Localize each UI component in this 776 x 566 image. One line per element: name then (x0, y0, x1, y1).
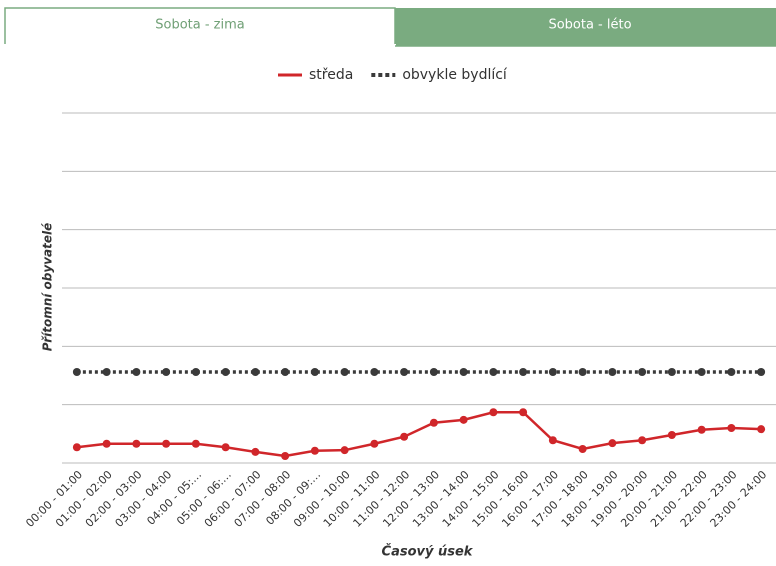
point (191, 439, 200, 448)
point (72, 443, 81, 452)
point (727, 424, 736, 432)
point (548, 436, 557, 445)
point (191, 368, 200, 376)
point (608, 439, 617, 448)
point (102, 439, 111, 448)
point (132, 368, 141, 376)
point (281, 368, 290, 376)
tab-active-gap (4, 44, 396, 47)
point (578, 445, 587, 453)
point (727, 368, 736, 376)
point (162, 368, 171, 376)
point (638, 436, 647, 445)
point (370, 368, 379, 376)
point (548, 368, 557, 376)
point (638, 368, 647, 376)
tab-active[interactable] (4, 7, 396, 47)
point (72, 368, 81, 376)
point (251, 447, 260, 456)
point (697, 368, 706, 376)
point (370, 439, 379, 448)
legend-label: středa (309, 67, 353, 83)
point (459, 415, 468, 424)
point (667, 368, 676, 376)
point (221, 443, 230, 452)
y-axis-label: Přítomní obyvatelé (41, 223, 55, 351)
point (310, 446, 319, 455)
point (489, 408, 498, 417)
point (519, 368, 528, 376)
point (608, 368, 617, 376)
tab-label[interactable]: Sobota - léto (548, 18, 631, 33)
point (221, 368, 230, 376)
point (429, 368, 438, 376)
point (340, 446, 349, 455)
point (757, 368, 766, 376)
point (578, 368, 587, 376)
point (400, 432, 409, 441)
point (102, 368, 111, 376)
point (519, 408, 528, 417)
point (340, 368, 349, 376)
series-line (76, 411, 762, 458)
tab-inactive[interactable] (395, 8, 776, 46)
point (459, 368, 468, 376)
point (281, 452, 290, 460)
x-axis-label: Časový úsek (382, 544, 474, 560)
point (400, 368, 409, 376)
point (132, 439, 141, 448)
point (251, 368, 260, 376)
point (667, 431, 676, 439)
point (162, 439, 171, 448)
point (310, 368, 319, 376)
point (697, 425, 706, 434)
point (489, 368, 498, 376)
tab-label[interactable]: Sobota - zima (155, 18, 245, 33)
point (429, 418, 438, 427)
point (757, 425, 766, 434)
legend-label: obvykle bydlící (402, 67, 508, 83)
